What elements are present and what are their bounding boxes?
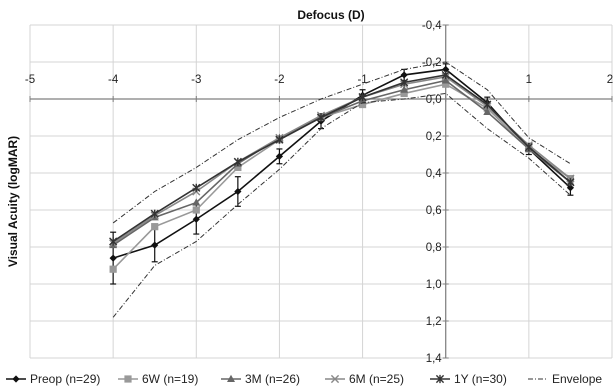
y-tick-label: 1,4	[426, 353, 443, 365]
series-5	[112, 92, 571, 318]
legend-label: 6M (n=25)	[349, 372, 404, 386]
series-line	[112, 61, 571, 224]
legend-item: Preop (n=29)	[6, 372, 100, 386]
data-point	[442, 80, 450, 88]
legend-label: Preop (n=29)	[30, 372, 100, 386]
data-point	[358, 93, 367, 102]
legend-marker	[435, 374, 445, 384]
y-tick-label: 0,0	[426, 94, 442, 106]
legend-marker	[12, 375, 20, 383]
data-point	[150, 209, 159, 218]
x-tick-label: -4	[108, 74, 119, 86]
data-point	[234, 163, 242, 172]
series-6	[112, 61, 571, 224]
x-tick-label: -3	[191, 74, 201, 86]
data-point	[192, 198, 201, 206]
legend-marker	[330, 374, 340, 384]
legend-item: 3M (n=26)	[221, 372, 300, 386]
series	[109, 61, 575, 318]
y-axis-label: Visual Acuity (logMAR)	[6, 136, 20, 267]
series-line	[112, 74, 571, 243]
data-point	[151, 241, 159, 249]
legend-label: Envelope	[552, 372, 602, 386]
data-point	[441, 76, 450, 84]
data-point	[566, 184, 575, 192]
legend-label: 6W (n=19)	[142, 372, 198, 386]
series-4	[109, 70, 575, 246]
data-point	[109, 265, 117, 273]
data-point	[275, 135, 284, 144]
data-point	[483, 100, 492, 109]
legend-item: Envelope	[528, 372, 602, 386]
y-tick-label: 0,2	[426, 131, 442, 143]
data-point	[151, 223, 159, 231]
data-point	[316, 113, 326, 122]
data-point	[442, 65, 450, 73]
chart-title: Defocus (D)	[297, 8, 364, 22]
y-tick-label: 1,2	[426, 316, 442, 328]
y-tick-label: 0,8	[426, 242, 442, 254]
x-tick-label: 1	[526, 74, 532, 86]
data-point	[109, 237, 118, 246]
data-point	[483, 107, 492, 115]
data-point	[275, 152, 284, 160]
x-tick-label: -5	[25, 74, 35, 86]
data-point	[109, 254, 117, 262]
y-tick-label: 1,0	[426, 279, 442, 291]
series-line	[112, 68, 571, 259]
data-point	[358, 100, 367, 109]
legend: Preop (n=29) 6W (n=19) 3M (n=26) 6M (n=25) 1…	[6, 372, 602, 386]
data-point	[441, 70, 450, 80]
series-line	[112, 92, 571, 318]
x-tick-label: 2	[607, 74, 613, 86]
legend-item: 6W (n=19)	[118, 372, 198, 386]
series-line	[112, 79, 571, 246]
y-tick-label: -0,2	[422, 57, 442, 69]
legend-label: 3M (n=26)	[245, 372, 300, 386]
data-point	[234, 187, 242, 196]
data-point	[524, 143, 533, 152]
data-point	[400, 89, 408, 98]
data-point	[192, 183, 201, 192]
legend-item: 1Y (n=30)	[430, 372, 507, 386]
x-tick-label: -1	[357, 74, 367, 86]
data-point	[233, 157, 242, 166]
legend-marker	[124, 375, 132, 383]
data-point	[400, 71, 408, 79]
y-tick-label: -0,4	[422, 20, 442, 32]
tick-labels: -5-4-3-2-1012-0,4-0,20,00,20,40,60,81,01…	[25, 20, 613, 365]
data-point	[400, 78, 409, 87]
legend-marker	[227, 374, 235, 382]
x-tick-label: -2	[274, 74, 284, 86]
data-point	[566, 178, 575, 187]
series-line	[112, 75, 571, 244]
data-point	[192, 206, 200, 214]
legend-label: 1Y (n=30)	[454, 372, 507, 386]
data-point	[192, 215, 200, 223]
data-point	[400, 85, 409, 93]
y-tick-label: 0,6	[426, 205, 442, 217]
series-line	[112, 83, 571, 270]
legend-item: 6M (n=25)	[325, 372, 404, 386]
y-tick-label: 0,4	[426, 168, 443, 180]
